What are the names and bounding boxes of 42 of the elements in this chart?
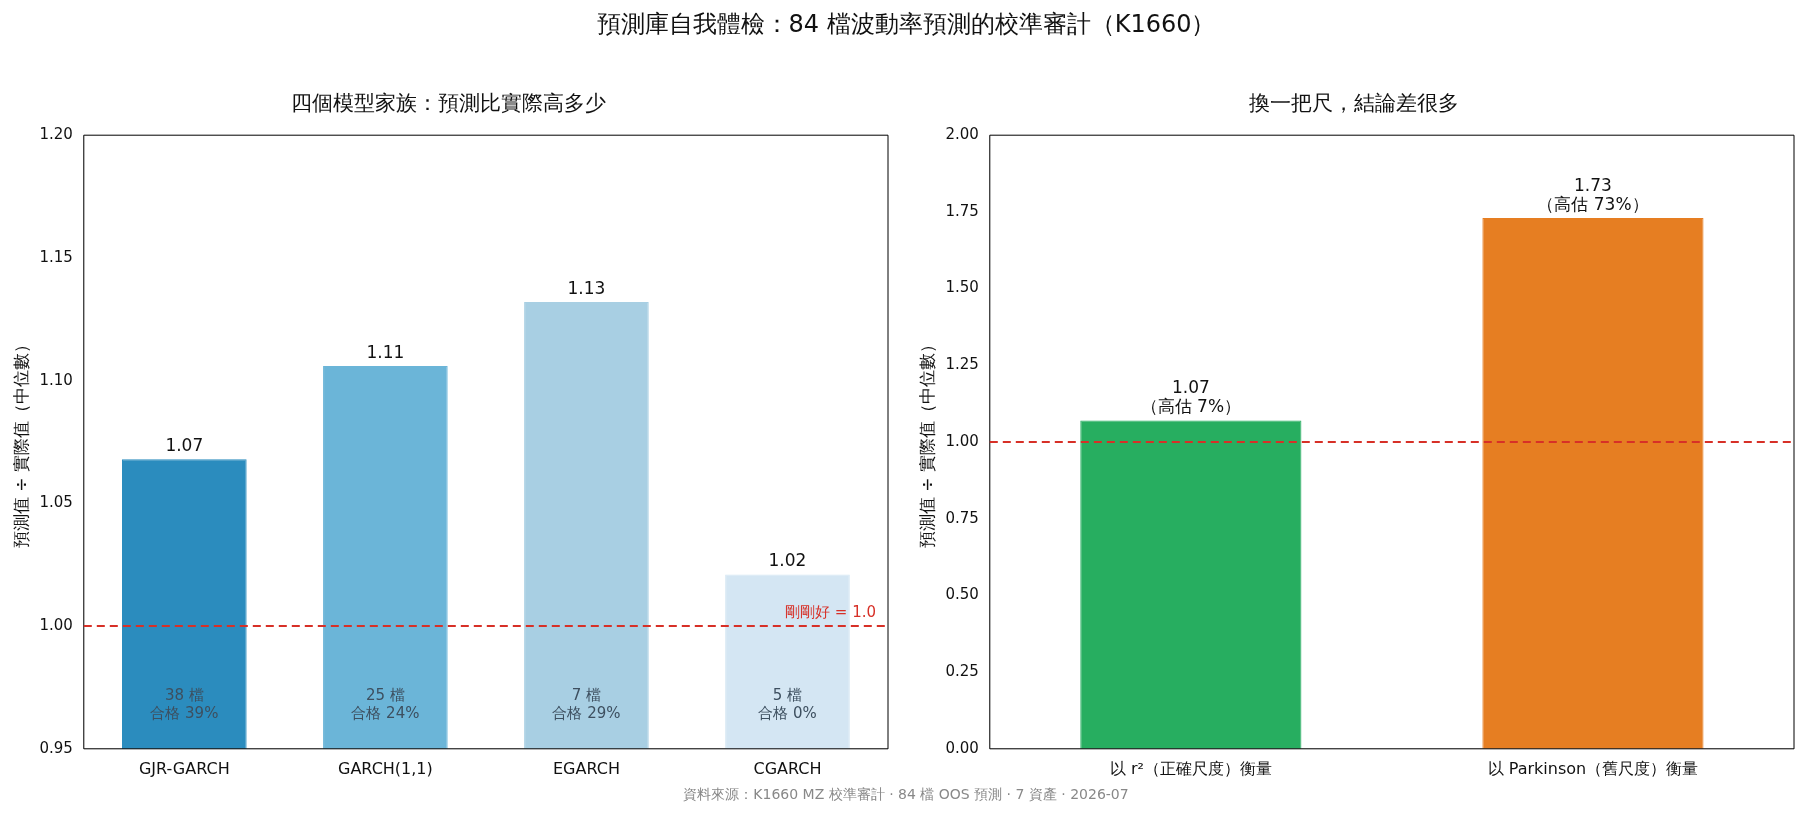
annotation: 合格 0% [758,703,817,722]
data-label: 1.13 [567,278,606,299]
y-tick-label: 0.95 [39,738,73,757]
y-tick-label: 2.00 [945,125,979,144]
annotation: 合格 39% [150,703,219,722]
annotation: 合格 24% [351,703,420,722]
y-tick-label: 1.00 [945,431,979,450]
annotation: 合格 29% [552,703,621,722]
x-tick-label: GJR-GARCH [138,758,230,778]
ref-line-label: 剛剛好 = 1.0 [785,603,876,622]
annotation: 5 檔 [772,685,803,704]
y-axis-title: 預測值 ÷ 實際值（中位數） [10,335,31,549]
y-tick-label: 1.20 [39,125,73,144]
y-tick-label: 1.05 [39,493,73,512]
x-tick-label: 以 r²（正確尺度）衡量 [1109,758,1272,778]
x-tick-label: GARCH(1,1) [337,758,433,778]
y-tick-label: 0.50 [945,585,979,604]
data-label: 1.73 （高估 73%） [1537,174,1649,214]
x-tick-label: CGARCH [753,758,822,778]
annotation: 38 檔 [164,685,204,704]
y-tick-label: 1.15 [39,247,73,266]
y-tick-label: 1.00 [39,615,73,634]
data-label: 1.07 （高估 7%） [1140,377,1242,417]
annotation: 25 檔 [365,685,405,704]
y-tick-label: 1.25 [945,355,979,374]
y-tick-label: 1.50 [945,278,979,297]
y-tick-label: 0.25 [945,661,979,680]
x-tick-label: EGARCH [552,758,620,778]
data-label: 1.02 [768,550,807,571]
y-tick-label: 1.75 [945,201,979,220]
annotation: 7 檔 [571,685,602,704]
x-tick-label: 以 Parkinson（舊尺度）衡量 [1487,758,1699,778]
chart-title: 換一把尺，結論差很多 [1249,91,1459,116]
y-tick-label: 0.75 [945,508,979,527]
chart-title: 四個模型家族：預測比實際高多少 [290,91,606,116]
source-note: 資料來源：K1660 MZ 校準審計 · 84 檔 OOS 預測 · 7 資產 · 2026-07 [682,786,1130,804]
y-tick-label: 1.10 [39,370,73,389]
text: 預測庫自我體檢：84 檔波動率預測的校準審計（K1660） [595,9,1217,40]
y-axis-title: 預測值 ÷ 實際值（中位數） [916,335,937,549]
data-label: 1.11 [366,341,405,362]
y-tick-label: 0.00 [945,738,979,757]
data-label: 1.07 [165,435,204,456]
